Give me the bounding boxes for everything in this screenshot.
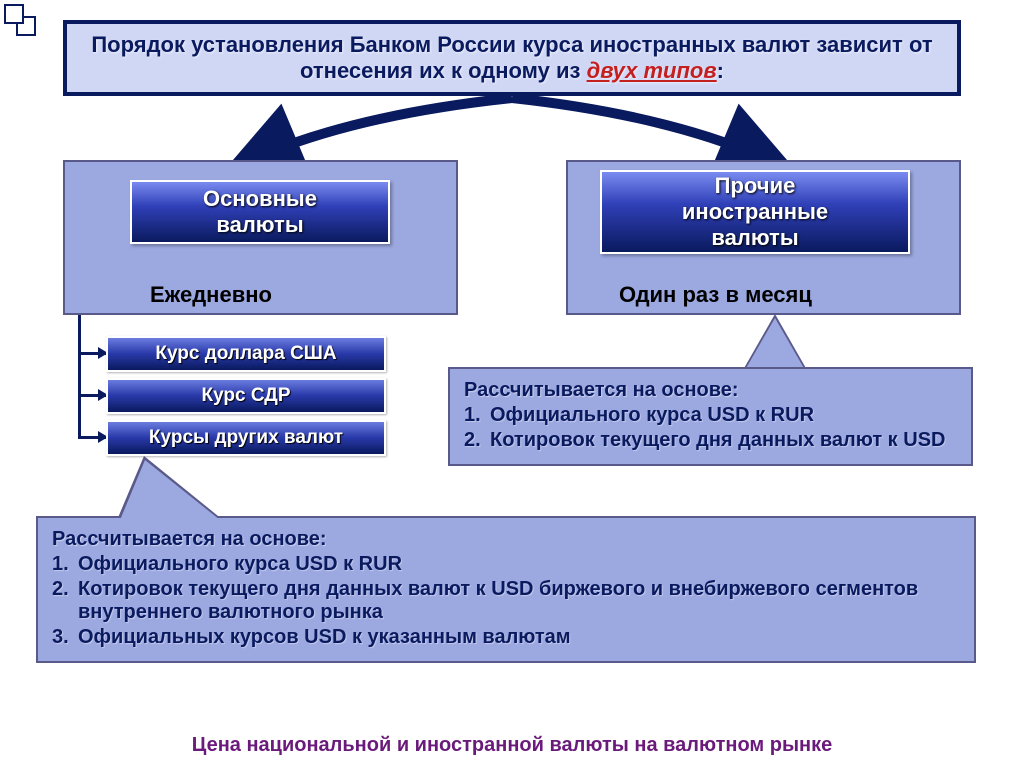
- branch-arrows: [60, 94, 964, 166]
- footer-caption: Цена национальной и иностранной валюты н…: [0, 734, 1024, 757]
- rate-sdr: Курс СДР: [106, 378, 386, 414]
- header-box: Порядок установления Банком России курса…: [63, 20, 961, 96]
- frequency-daily: Ежедневно: [150, 282, 272, 308]
- slide-decoration: [0, 0, 50, 50]
- rate-usd: Курс доллара США: [106, 336, 386, 372]
- rate-other: Курсы других валют: [106, 420, 386, 456]
- callout-pointer: [120, 460, 220, 520]
- header-text: Порядок установления Банком России курса…: [91, 32, 932, 83]
- callout-monthly-calc: Рассчитывается на основе: 1.Официального…: [448, 367, 973, 466]
- callout-pointer: [745, 318, 805, 370]
- box-main-currencies: Основные валюты: [130, 180, 390, 244]
- callout-daily-calc: Рассчитывается на основе: 1.Официального…: [36, 516, 976, 663]
- frequency-monthly: Один раз в месяц: [619, 282, 812, 308]
- box-other-currencies: Прочие иностранные валюты: [600, 170, 910, 254]
- connector-line: [78, 315, 81, 438]
